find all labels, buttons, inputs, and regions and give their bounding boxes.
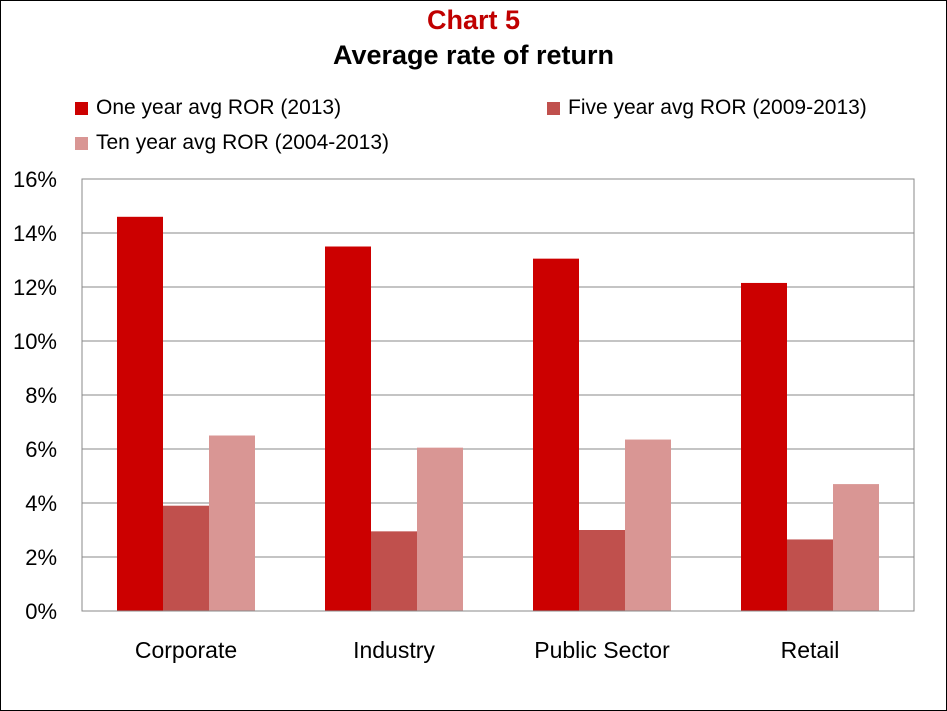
x-category-label: Industry <box>353 637 435 663</box>
bar <box>533 258 579 611</box>
bar <box>209 435 255 611</box>
bar <box>787 539 833 611</box>
y-tick-label: 10% <box>13 329 57 354</box>
y-tick-label: 16% <box>13 167 57 192</box>
bar <box>163 505 209 611</box>
bar <box>833 484 879 611</box>
y-tick-label: 2% <box>25 545 57 570</box>
y-tick-label: 0% <box>25 599 57 624</box>
bar <box>417 447 463 611</box>
legend-item-five-year: Five year avg ROR (2009-2013) <box>547 95 867 121</box>
legend-label-ten-year: Ten year avg ROR (2004-2013) <box>96 131 389 154</box>
chart-title: Chart 5 <box>426 5 521 35</box>
bar <box>625 439 671 611</box>
bar <box>579 530 625 611</box>
legend-label-one-year: One year avg ROR (2013) <box>96 96 342 119</box>
legend-label-five-year: Five year avg ROR (2009-2013) <box>568 96 867 119</box>
chart-subtitle: Average rate of return <box>332 40 615 70</box>
legend-item-ten-year: Ten year avg ROR (2004-2013) <box>75 130 389 156</box>
y-tick-label: 4% <box>25 491 57 516</box>
x-category-label: Corporate <box>135 637 237 663</box>
y-tick-label: 8% <box>25 383 57 408</box>
bar <box>117 216 163 612</box>
legend-swatch-ten-year <box>75 137 88 150</box>
bar <box>371 531 417 611</box>
y-tick-label: 6% <box>25 437 57 462</box>
plot-area-border <box>81 178 915 612</box>
x-category-label: Retail <box>781 637 840 663</box>
x-category-label: Public Sector <box>534 637 670 663</box>
bar <box>741 282 787 611</box>
y-tick-label: 14% <box>13 221 57 246</box>
legend-item-one-year: One year avg ROR (2013) <box>75 95 341 121</box>
bar <box>325 246 371 611</box>
y-tick-label: 12% <box>13 275 57 300</box>
legend-swatch-five-year <box>547 102 560 115</box>
legend-swatch-one-year <box>75 102 88 115</box>
